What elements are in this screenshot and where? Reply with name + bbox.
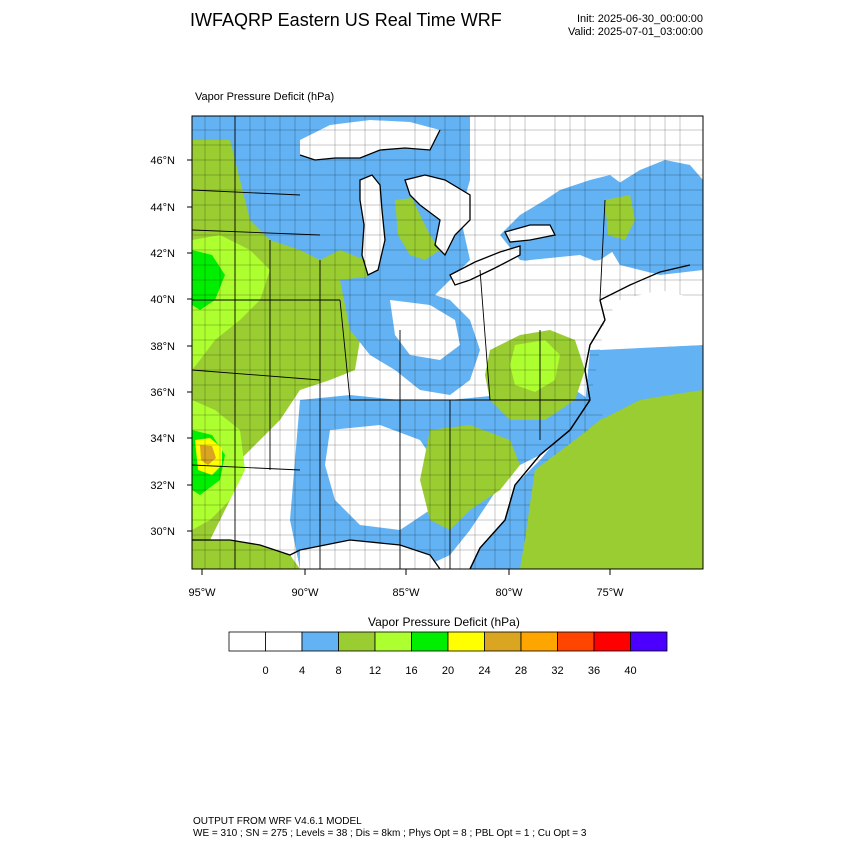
map-plot (192, 116, 703, 569)
footer-line-1: OUTPUT FROM WRF V4.6.1 MODEL (193, 816, 362, 827)
lon-label: 90°W (291, 587, 319, 599)
colorbar-level-label: 24 (478, 665, 490, 677)
colorbar-box (374, 631, 412, 652)
latitude-axis: 46°N 44°N 42°N 40°N 38°N 36°N 34°N 32°N … (150, 155, 192, 538)
southeast-white (325, 425, 440, 530)
colorbar-level-label: 12 (369, 665, 381, 677)
lon-label: 85°W (392, 587, 420, 599)
colorbar-box (301, 631, 339, 652)
field-label: Vapor Pressure Deficit (hPa) (195, 91, 335, 103)
gulf-coast-moderate (192, 540, 300, 569)
colorbar-level-label: 4 (299, 665, 305, 677)
colorbar-level-label: 28 (515, 665, 527, 677)
lat-label: 44°N (150, 202, 175, 214)
northeast-white (480, 255, 605, 330)
colorbar-box (593, 631, 631, 652)
colorbar-box (520, 631, 558, 652)
longitude-axis: 95°W 90°W 85°W 80°W 75°W (188, 569, 624, 599)
colorbar-box (265, 631, 303, 652)
lat-label: 42°N (150, 248, 175, 260)
colorbar-level-label: 8 (335, 665, 341, 677)
colorbar-level-label: 36 (588, 665, 600, 677)
colorbar-box (447, 631, 485, 652)
colorbar-box (228, 631, 266, 652)
colorbar-box (557, 631, 595, 652)
init-time: Init: 2025-06-30_00:00:00 (577, 13, 703, 25)
colorbar-level-label: 16 (405, 665, 417, 677)
lon-label: 75°W (596, 587, 624, 599)
colorbar-level-label: 0 (262, 665, 268, 677)
new-england-region (600, 160, 703, 275)
map-frame (191, 115, 704, 570)
ohio-valley-white (390, 300, 460, 360)
lat-label: 38°N (150, 341, 175, 353)
lat-label: 30°N (150, 526, 175, 538)
lon-label: 80°W (495, 587, 523, 599)
time-info: Init: 2025-06-30_00:00:00 Valid: 2025-07… (520, 13, 703, 39)
lake-ontario (505, 225, 555, 242)
virginia-high (510, 340, 560, 392)
michigan-moderate (395, 198, 440, 260)
colorbar-level-label: 40 (624, 665, 636, 677)
lon-label: 95°W (188, 587, 216, 599)
lat-label: 46°N (150, 155, 175, 167)
colorbar-labels: 0 4 8 12 16 20 24 28 32 36 40 (262, 665, 636, 677)
map-title: IWFAQRP Eastern US Real Time WRF (190, 10, 502, 30)
lat-label: 36°N (150, 387, 175, 399)
valid-time: Valid: 2025-07-01_03:00:00 (568, 26, 703, 38)
colorbar-title: Vapor Pressure Deficit (hPa) (368, 615, 520, 629)
colorbar-level-label: 20 (442, 665, 454, 677)
colorbar-box (630, 631, 668, 652)
colorbar-box (484, 631, 522, 652)
lat-label: 40°N (150, 294, 175, 306)
colorbar-boxes (228, 631, 668, 652)
lat-label: 32°N (150, 480, 175, 492)
lat-label: 34°N (150, 433, 175, 445)
colorbar-level-label: 32 (551, 665, 563, 677)
colorbar-box (411, 631, 449, 652)
lake-erie (450, 246, 520, 285)
footer-line-2: WE = 310 ; SN = 275 ; Levels = 38 ; Dis … (193, 828, 587, 839)
colorbar-box (338, 631, 376, 652)
model-footer: OUTPUT FROM WRF V4.6.1 MODEL WE = 310 ; … (193, 816, 586, 840)
